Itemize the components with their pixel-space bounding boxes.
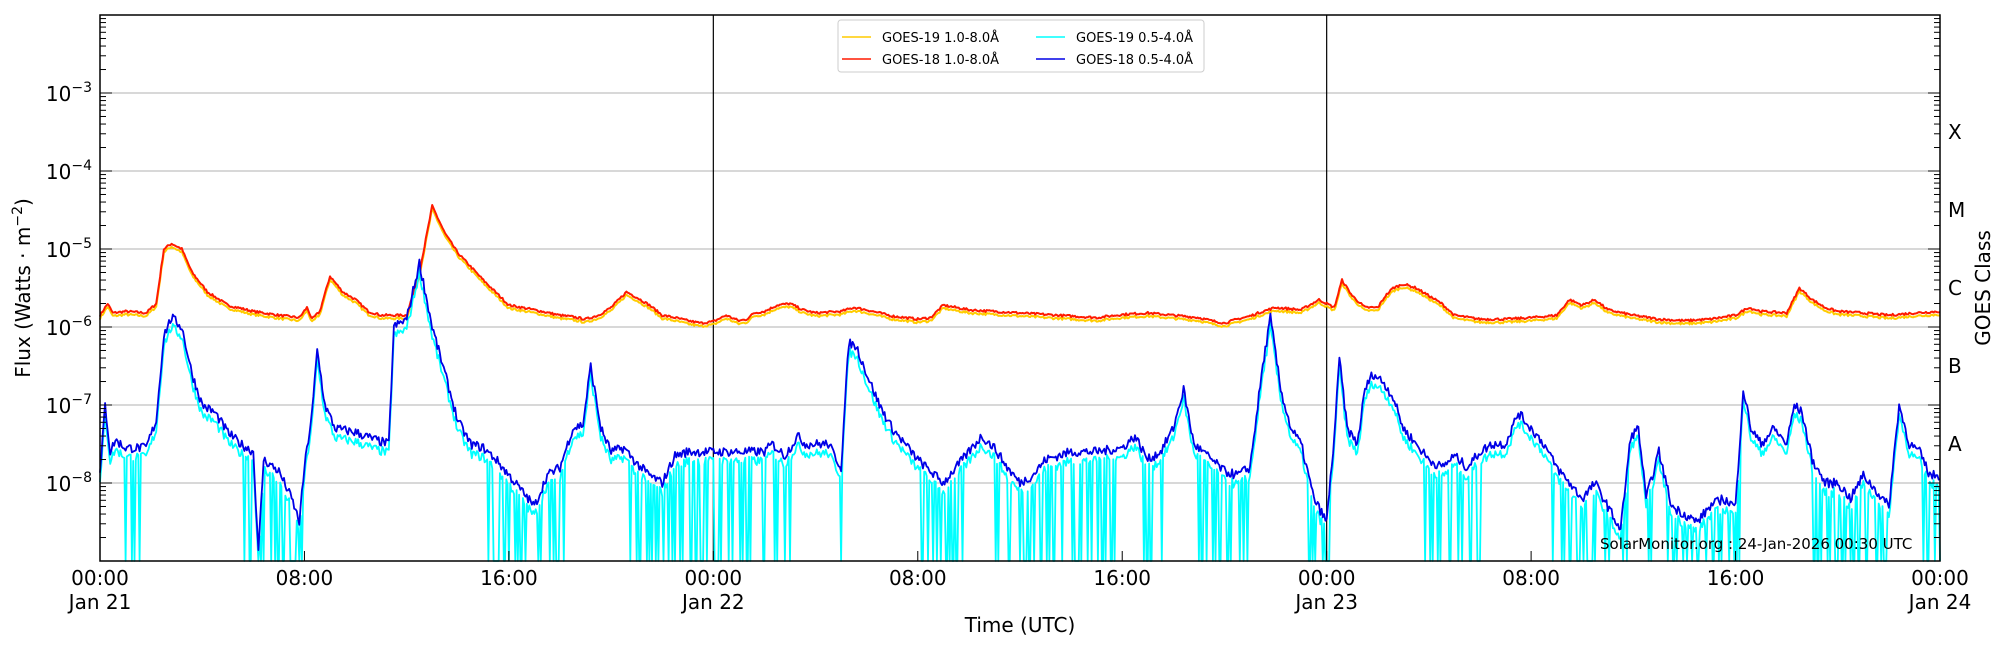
goes-class-labels: X M C B A (1948, 120, 1965, 456)
svg-text:00:00: 00:00 (71, 566, 129, 590)
x-axis-label: Time (UTC) (964, 613, 1076, 637)
svg-text:00:00: 00:00 (1298, 566, 1356, 590)
svg-text:10−5: 10−5 (46, 236, 92, 262)
svg-text:08:00: 08:00 (889, 566, 947, 590)
svg-text:08:00: 08:00 (276, 566, 334, 590)
y2-axis-label: GOES Class (1971, 230, 1995, 346)
svg-text:10−8: 10−8 (46, 470, 92, 496)
legend-label-goes19-long: GOES-19 1.0-8.0Å (882, 30, 999, 46)
svg-text:Jan 22: Jan 22 (680, 590, 745, 614)
grid-lines (100, 92, 1940, 484)
svg-text:08:00: 08:00 (1502, 566, 1560, 590)
watermark: SolarMonitor.org : 24-Jan-2026 00:30 UTC (1600, 535, 1912, 553)
svg-text:16:00: 16:00 (1093, 566, 1151, 590)
svg-text:10−3: 10−3 (46, 80, 92, 106)
svg-text:10−7: 10−7 (46, 392, 92, 418)
svg-text:Jan 23: Jan 23 (1293, 590, 1358, 614)
legend: GOES-19 1.0-8.0Å GOES-18 1.0-8.0Å GOES-1… (837, 19, 1205, 73)
flux-series (99, 204, 1941, 562)
svg-text:A: A (1948, 432, 1962, 456)
svg-text:X: X (1948, 120, 1962, 144)
svg-text:10−6: 10−6 (46, 314, 92, 340)
legend-label-goes19-short: GOES-19 0.5-4.0Å (1076, 30, 1193, 46)
legend-label-goes18-short: GOES-18 0.5-4.0Å (1076, 52, 1193, 68)
svg-text:Jan 24: Jan 24 (1907, 590, 1972, 614)
axis-ticks (99, 18, 1941, 562)
plot-frame (99, 14, 1941, 562)
y-axis-label: Flux (Watts · m−2) (10, 198, 35, 378)
svg-text:C: C (1948, 276, 1962, 300)
svg-text:16:00: 16:00 (480, 566, 538, 590)
svg-text:00:00: 00:00 (1911, 566, 1969, 590)
svg-text:B: B (1948, 354, 1962, 378)
y-tick-labels: 10−3 10−4 10−5 10−6 10−7 10−8 (46, 80, 92, 496)
svg-text:M: M (1948, 198, 1965, 222)
svg-text:16:00: 16:00 (1707, 566, 1765, 590)
day-divider-lines (712, 15, 1328, 561)
svg-text:Jan 21: Jan 21 (67, 590, 132, 614)
legend-label-goes18-long: GOES-18 1.0-8.0Å (882, 52, 999, 68)
svg-text:10−4: 10−4 (46, 158, 92, 184)
svg-text:00:00: 00:00 (685, 566, 743, 590)
